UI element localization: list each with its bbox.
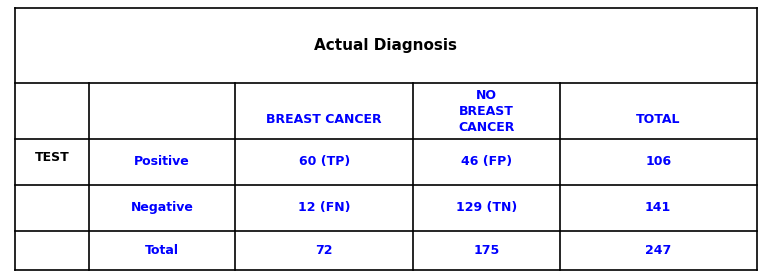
Text: TEST: TEST (35, 151, 69, 163)
Text: Actual Diagnosis: Actual Diagnosis (314, 38, 458, 53)
Text: Total: Total (145, 244, 179, 257)
Text: 72: 72 (316, 244, 333, 257)
Text: 129 (TN): 129 (TN) (455, 201, 517, 214)
Text: 46 (FP): 46 (FP) (461, 155, 512, 168)
Text: 175: 175 (473, 244, 499, 257)
Text: 12 (FN): 12 (FN) (298, 201, 350, 214)
Text: 106: 106 (645, 155, 671, 168)
Text: TOTAL: TOTAL (636, 113, 680, 126)
Text: NO
BREAST
CANCER: NO BREAST CANCER (458, 89, 515, 134)
Text: Negative: Negative (130, 201, 194, 214)
Text: 141: 141 (645, 201, 672, 214)
Text: Positive: Positive (134, 155, 190, 168)
Text: 247: 247 (645, 244, 672, 257)
Text: 60 (TP): 60 (TP) (299, 155, 350, 168)
Text: BREAST CANCER: BREAST CANCER (266, 113, 382, 126)
